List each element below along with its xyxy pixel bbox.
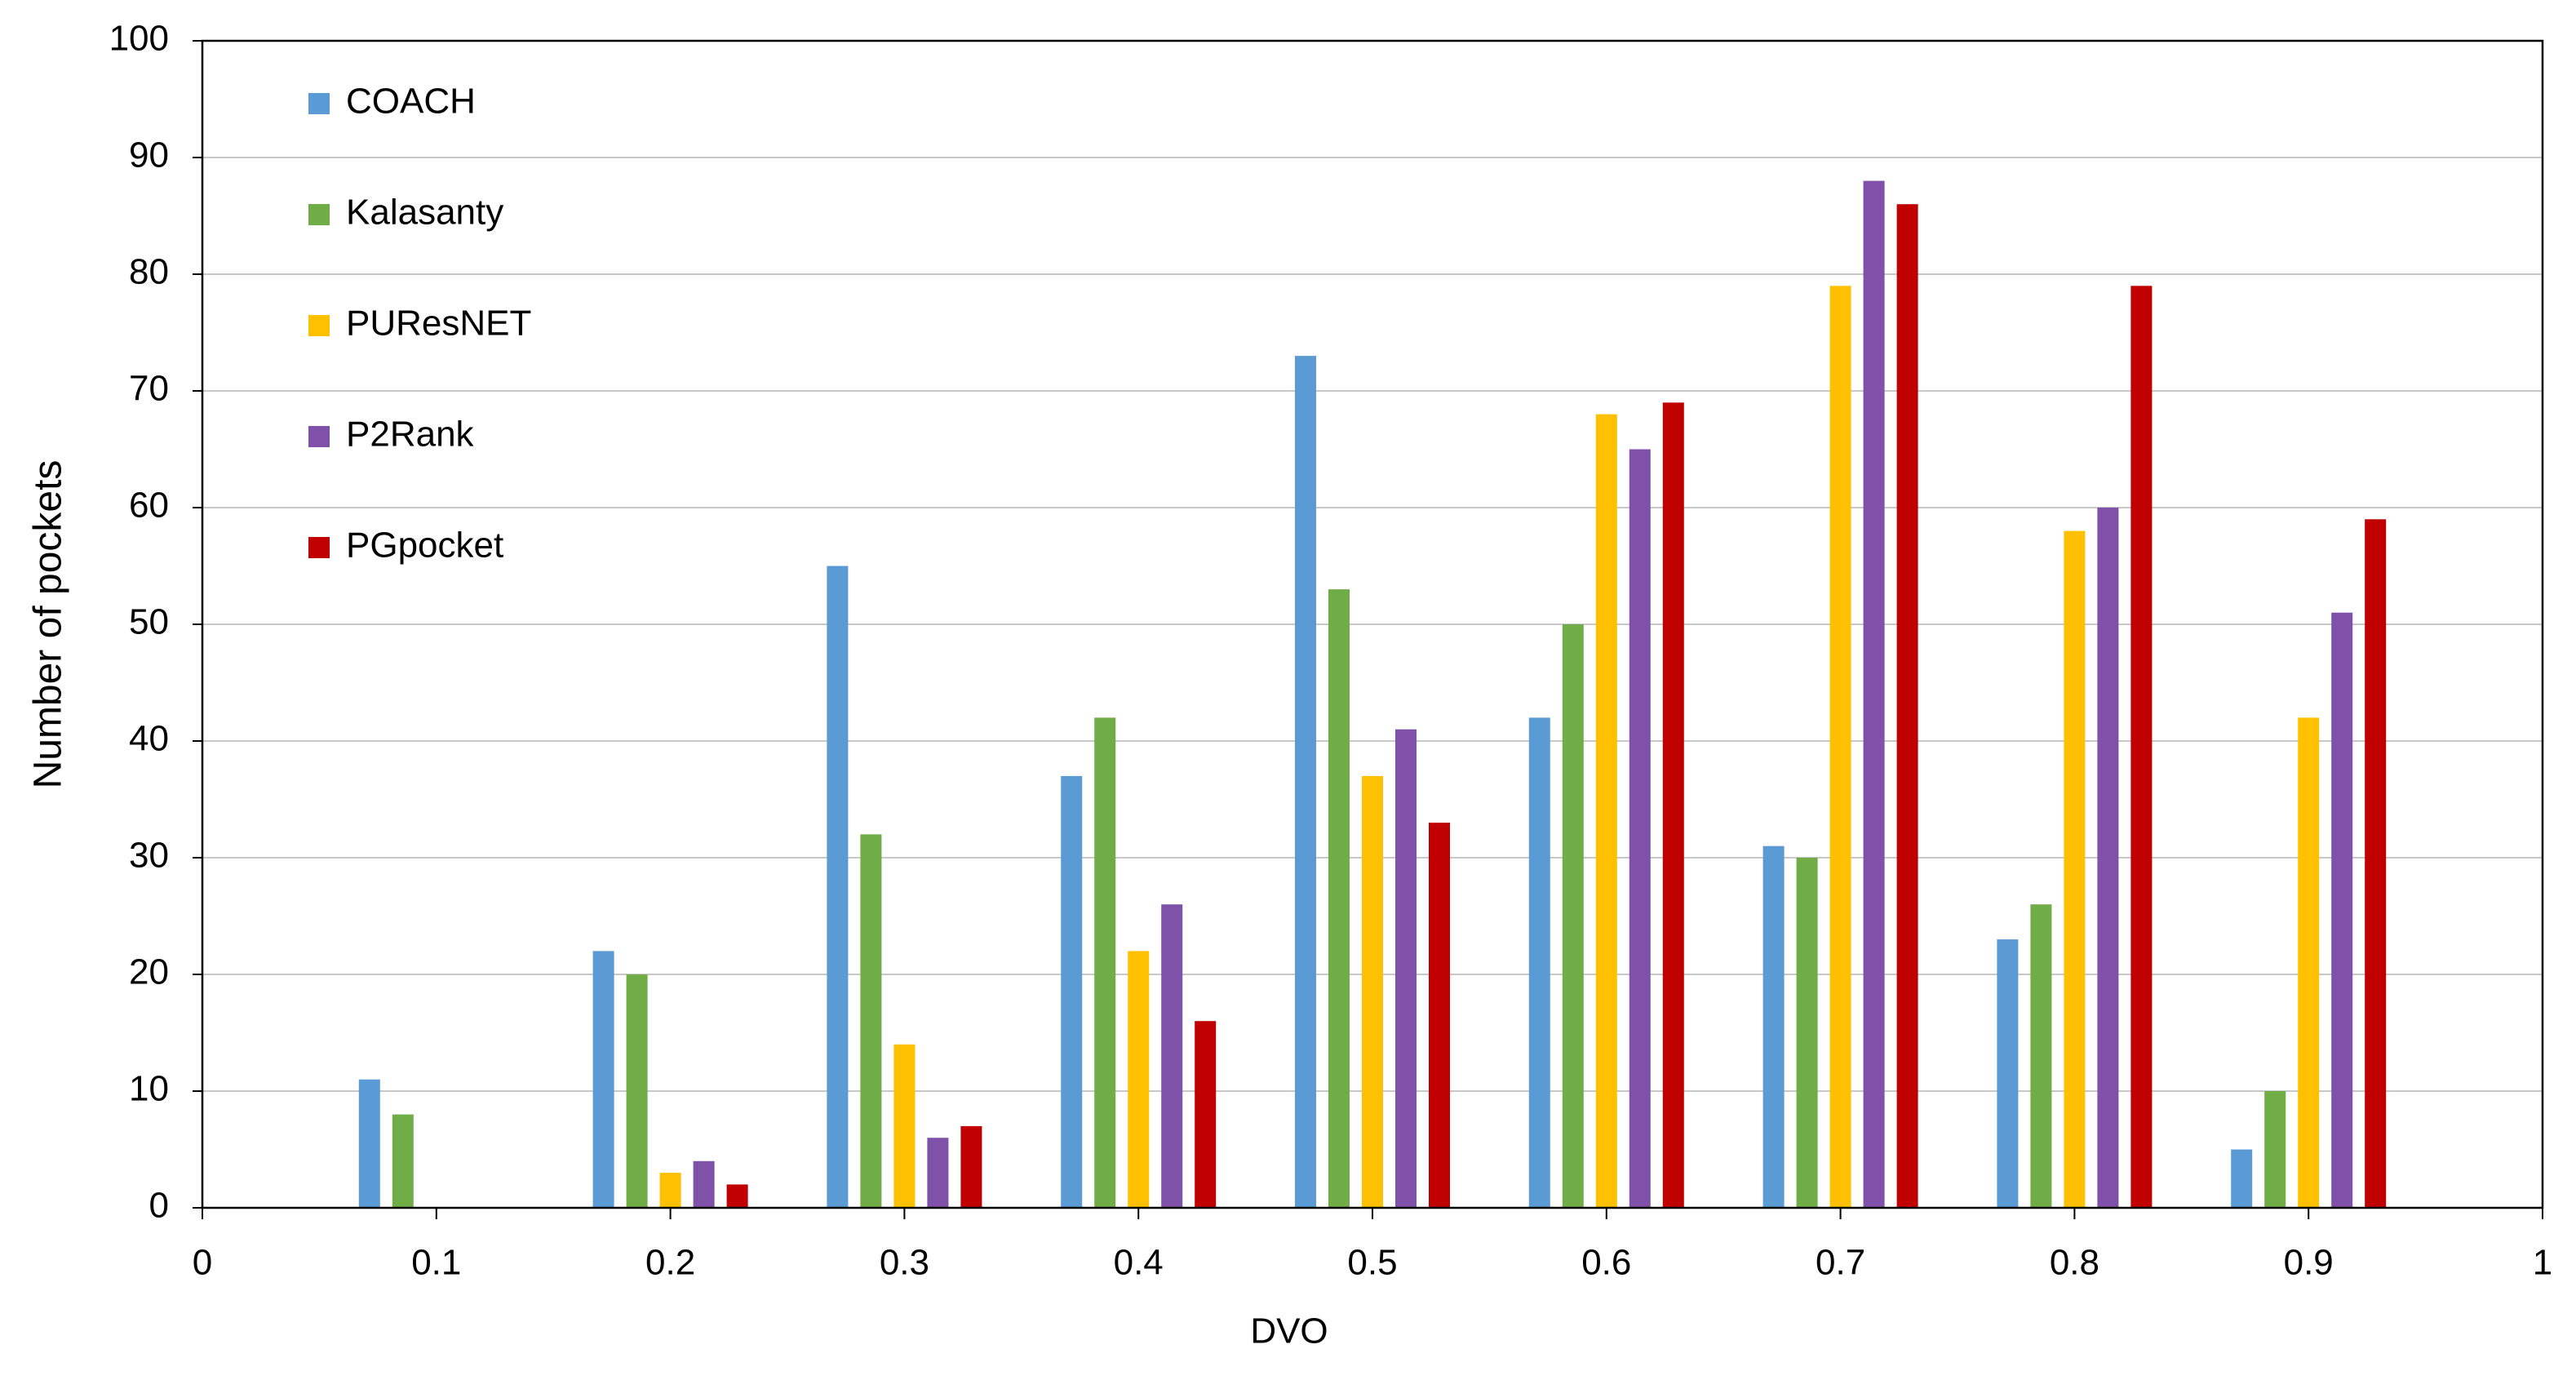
x-tick-label: 0 — [193, 1243, 212, 1283]
bar — [1128, 951, 1150, 1208]
y-tick-label: 0 — [149, 1186, 169, 1226]
legend-label: PUResNET — [346, 304, 531, 344]
bar — [1796, 858, 1818, 1208]
bar — [2097, 508, 2119, 1208]
bar — [2231, 1149, 2253, 1208]
x-tick-label: 0.5 — [1347, 1243, 1397, 1283]
bar — [1997, 939, 2019, 1208]
x-axis-title: DVO — [1250, 1311, 1328, 1351]
bar — [1362, 775, 1383, 1208]
y-tick-label: 50 — [129, 602, 169, 642]
bar — [1863, 180, 1885, 1209]
bar — [1562, 624, 1584, 1208]
x-tick-label: 0.4 — [1114, 1243, 1164, 1283]
x-tick-label: 0.3 — [880, 1243, 929, 1283]
legend-marker — [308, 426, 330, 447]
bar — [2365, 519, 2387, 1208]
legend-marker — [308, 93, 330, 114]
bar — [1429, 823, 1450, 1208]
y-tick-label: 80 — [129, 252, 169, 292]
bar — [659, 1173, 681, 1208]
bar — [358, 1079, 380, 1208]
y-tick-label: 10 — [129, 1069, 169, 1109]
x-tick-label: 0.2 — [645, 1243, 695, 1283]
bar — [1595, 414, 1617, 1209]
x-tick-label: 0.8 — [2050, 1243, 2099, 1283]
y-tick-label: 60 — [129, 486, 169, 526]
bar — [1061, 775, 1083, 1208]
bar — [1328, 589, 1350, 1208]
y-tick-label: 20 — [129, 952, 169, 992]
bar — [2264, 1091, 2286, 1208]
bar — [726, 1184, 748, 1208]
bar — [960, 1125, 982, 1208]
y-tick-label: 30 — [129, 836, 169, 876]
legend-label: PGpocket — [346, 526, 503, 566]
bar — [693, 1160, 715, 1208]
plot-frame — [201, 39, 2544, 1209]
bar — [392, 1114, 414, 1208]
bar — [2130, 286, 2153, 1208]
bar — [1762, 845, 1785, 1208]
legend-label: COACH — [346, 82, 476, 122]
bar — [2064, 530, 2086, 1208]
legend-label: P2Rank — [346, 415, 475, 455]
bar — [2331, 612, 2353, 1208]
bar — [1161, 904, 1183, 1208]
y-tick-label: 40 — [129, 719, 169, 759]
bar — [1662, 402, 1684, 1208]
legend-marker — [308, 204, 330, 225]
bar — [927, 1138, 949, 1208]
bar — [1295, 356, 1316, 1209]
bar — [626, 974, 648, 1208]
y-tick-label: 100 — [109, 19, 169, 59]
y-tick-label: 70 — [129, 369, 169, 409]
legend-label: Kalasanty — [346, 193, 503, 233]
bar — [1395, 729, 1417, 1208]
bar — [2030, 904, 2052, 1208]
bar — [860, 834, 882, 1208]
x-tick-label: 1 — [2533, 1243, 2552, 1283]
legend-marker — [308, 537, 330, 558]
bar — [1195, 1021, 1217, 1208]
bar — [1528, 717, 1550, 1208]
y-axis-title: Number of pockets — [27, 460, 70, 789]
bar — [827, 566, 849, 1208]
bar — [1094, 717, 1116, 1208]
x-tick-label: 0.9 — [2284, 1243, 2334, 1283]
bar — [1829, 286, 1851, 1208]
x-tick-label: 0.7 — [1816, 1243, 1865, 1283]
bar — [893, 1044, 916, 1208]
bar — [1629, 449, 1651, 1208]
legend-marker — [308, 315, 330, 336]
bar — [1896, 204, 1918, 1209]
y-tick-label: 90 — [129, 135, 169, 175]
bar — [2298, 717, 2320, 1208]
bar — [592, 951, 614, 1208]
x-tick-label: 0.6 — [1581, 1243, 1631, 1283]
x-tick-label: 0.1 — [411, 1243, 461, 1283]
